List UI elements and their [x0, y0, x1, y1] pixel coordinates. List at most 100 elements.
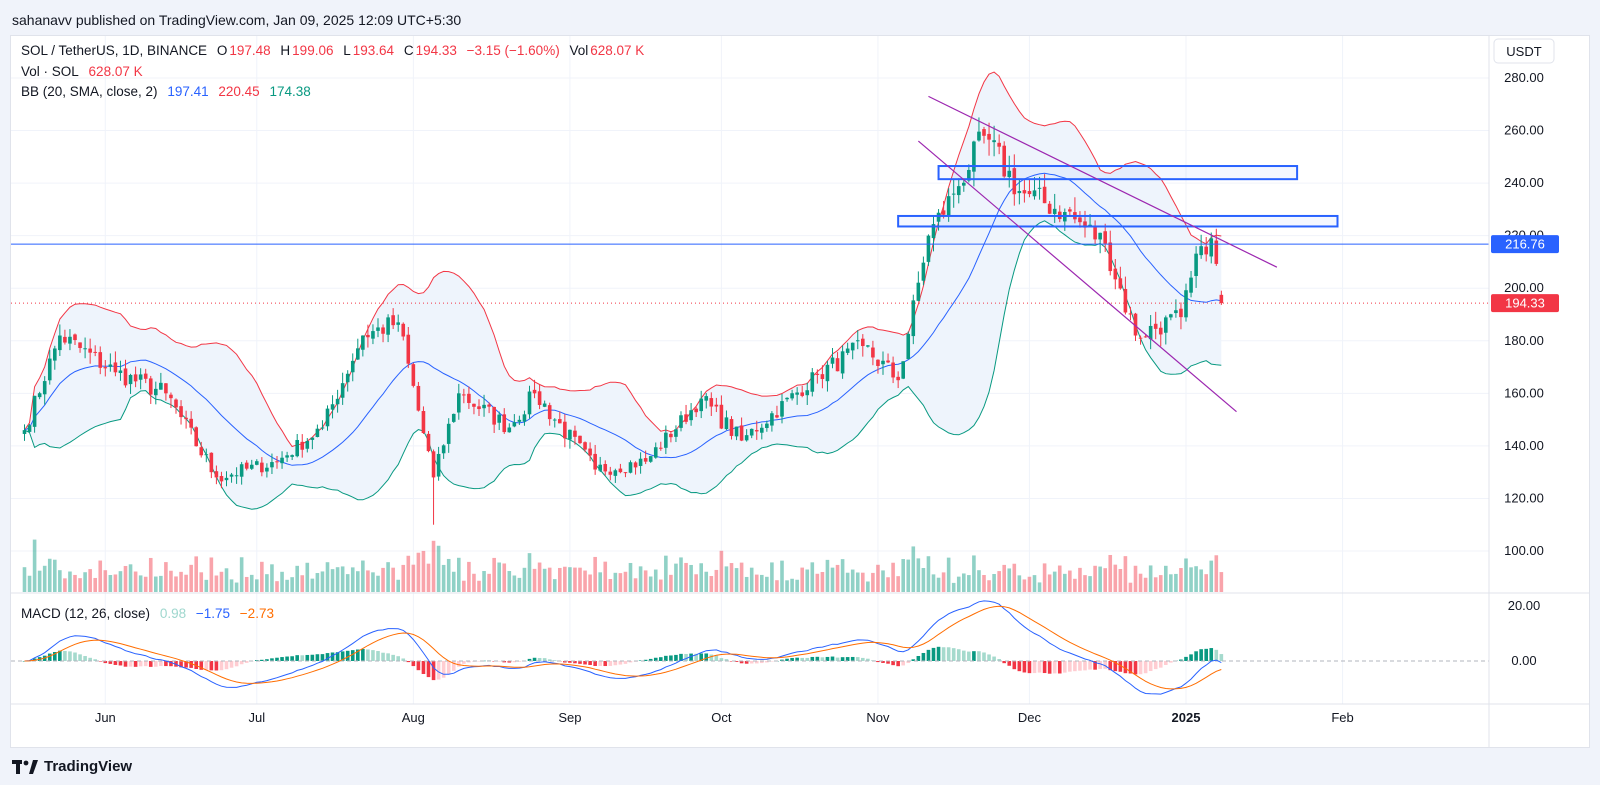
tradingview-logo[interactable]: TradingView [12, 758, 132, 775]
candle-body [795, 392, 799, 395]
candle-body [542, 403, 547, 407]
volume-bar [441, 564, 446, 592]
volume-bar [164, 562, 168, 592]
candle-body [53, 348, 57, 361]
open-label: O [216, 43, 228, 58]
volume-legend[interactable]: Vol · SOL 628.07 K [21, 64, 145, 79]
candle-body [931, 224, 936, 239]
candle-body [1123, 288, 1128, 313]
candle-body [63, 336, 67, 343]
symbol-legend[interactable]: SOL / TetherUS, 1D, BINANCE O 197.48 H 199… [21, 43, 646, 58]
resistance-zone-upper[interactable] [937, 165, 1299, 181]
trendline-upper[interactable] [928, 95, 1278, 268]
macd-hist-bar [835, 657, 840, 661]
macd-hist-bar [224, 661, 229, 670]
volume-bar [552, 579, 557, 592]
macd-hist-bar [1214, 649, 1219, 661]
candle-body [179, 406, 183, 418]
macd-hist-bar [1098, 661, 1102, 669]
price-tick-label: 100.00 [1504, 543, 1544, 558]
volume-bar [623, 571, 628, 592]
macd-hist-bar [593, 661, 597, 666]
candles [22, 117, 1224, 525]
volume-label: Vol [569, 43, 589, 58]
volume-bar [361, 560, 365, 592]
volume-bar [58, 570, 62, 592]
volume-bar [431, 540, 436, 592]
volume-bar [22, 567, 27, 592]
volume-bar [1052, 571, 1057, 592]
macd-hist-bar [861, 657, 865, 661]
publish-bar: sahanavv published on TradingView.com, J… [0, 0, 1600, 40]
price-chart[interactable]: 280.00260.00240.00220.00200.00180.00160.… [11, 36, 1589, 747]
volume-bar [780, 560, 784, 592]
volume-bar [684, 562, 688, 592]
macd-hist-bar [694, 653, 698, 661]
volume-bar [1057, 565, 1062, 592]
volume-bar [239, 557, 244, 592]
candle-body [497, 414, 501, 423]
volume-bar [345, 574, 350, 592]
candle-body [234, 475, 239, 477]
macd-hist-bar [1052, 661, 1057, 674]
macd-hist-bar [93, 659, 97, 661]
candle-body [214, 471, 219, 478]
macd-hist-bar [143, 661, 148, 667]
volume-bar [411, 564, 416, 592]
macd-hist-bar [290, 656, 294, 661]
macd-legend[interactable]: MACD (12, 26, close) 0.98 −1.75 −2.73 [21, 606, 276, 621]
volume-bar [664, 555, 668, 592]
candle-body [47, 358, 52, 381]
candle-body [760, 427, 764, 433]
macd-hist-bar [128, 661, 133, 667]
volume-bar [174, 576, 178, 592]
candle-body [648, 456, 653, 462]
candle-body [1017, 190, 1022, 194]
macd-hist-bar [997, 659, 1001, 661]
volume-bar [138, 575, 143, 592]
currency-button[interactable]: USDT [1493, 38, 1555, 64]
candle-body [22, 430, 27, 434]
macd-tick-label: 0.00 [1511, 653, 1536, 668]
candle-body [401, 323, 406, 337]
candle-body [1164, 317, 1168, 333]
volume-bar [1002, 564, 1006, 592]
volume-indicator-value: 628.07 K [88, 64, 143, 79]
candle-body [239, 464, 244, 477]
candle-body [916, 282, 921, 301]
bb-legend[interactable]: BB (20, SMA, close, 2) 197.41 220.45 174… [21, 84, 313, 99]
volume-bar [689, 564, 693, 592]
price-axis[interactable]: 280.00260.00240.00220.00200.00180.00160.… [1504, 70, 1544, 668]
time-axis[interactable]: Jun Jul Aug Sep Oct Nov Dec 2025 Feb [95, 710, 1354, 725]
candle-body [1143, 336, 1148, 338]
volume-bar [108, 575, 113, 592]
candle-body [78, 342, 82, 348]
volume-bar [472, 573, 476, 592]
volume-bar [648, 576, 653, 592]
candle-body [219, 476, 224, 482]
macd-hist-bar [154, 661, 158, 667]
volume-bar [1199, 569, 1203, 592]
resistance-zone-lower[interactable] [897, 214, 1339, 228]
macd-hist-bar [32, 658, 37, 661]
chart-pane[interactable]: 280.00 260.00 240.00 220.00 200.00 180.00 160.… [10, 35, 1590, 748]
candle-body [305, 441, 310, 449]
volume-bar [1194, 566, 1198, 592]
candle-body [366, 334, 370, 338]
candle-body [517, 419, 522, 422]
macd-hist-bar [992, 656, 996, 661]
volume-bar [133, 571, 138, 592]
candle-body [805, 390, 810, 396]
candle-body [416, 385, 421, 411]
horizontal-line-price-tag: 216.76 [1491, 235, 1559, 254]
candle-body [724, 417, 729, 430]
macd-hist-bar [477, 661, 481, 662]
volume-bar [265, 574, 269, 592]
volume-bar [416, 552, 421, 592]
macd-hist-bar [987, 654, 991, 661]
trendline-lower[interactable] [917, 140, 1237, 413]
candle-body [118, 370, 123, 374]
volume-bar [1219, 572, 1224, 592]
candle-body [972, 141, 976, 172]
macd-hist-bar [800, 657, 804, 661]
